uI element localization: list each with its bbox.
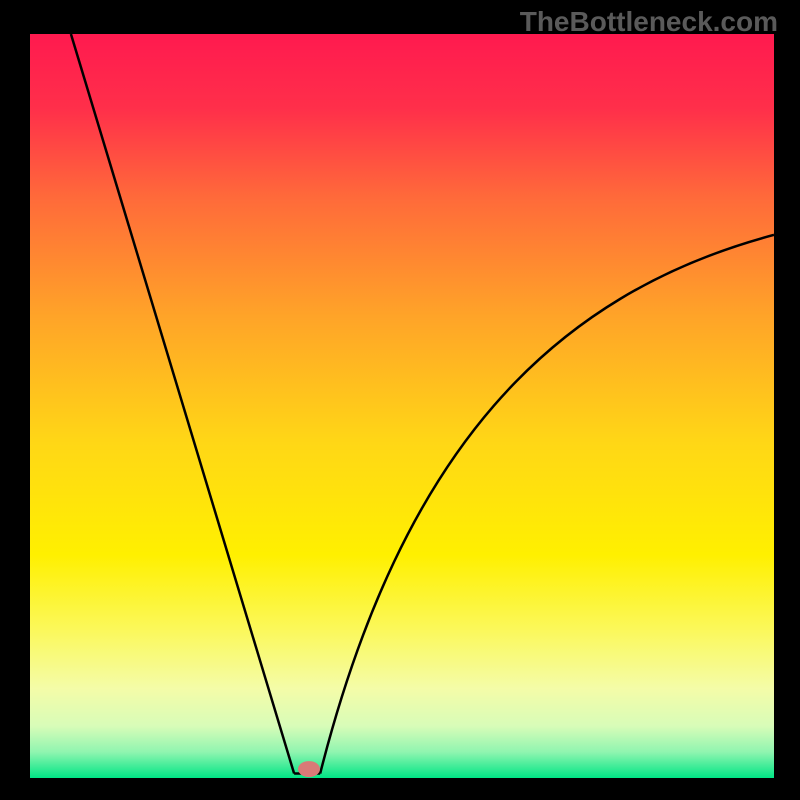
- curve-left-branch: [71, 34, 294, 774]
- bottleneck-curve: [30, 34, 774, 778]
- plot-area: [30, 34, 774, 778]
- curve-right-branch: [320, 235, 774, 774]
- chart-frame: TheBottleneck.com: [0, 0, 800, 800]
- optimal-point-marker: [298, 761, 320, 777]
- watermark-text: TheBottleneck.com: [520, 6, 778, 38]
